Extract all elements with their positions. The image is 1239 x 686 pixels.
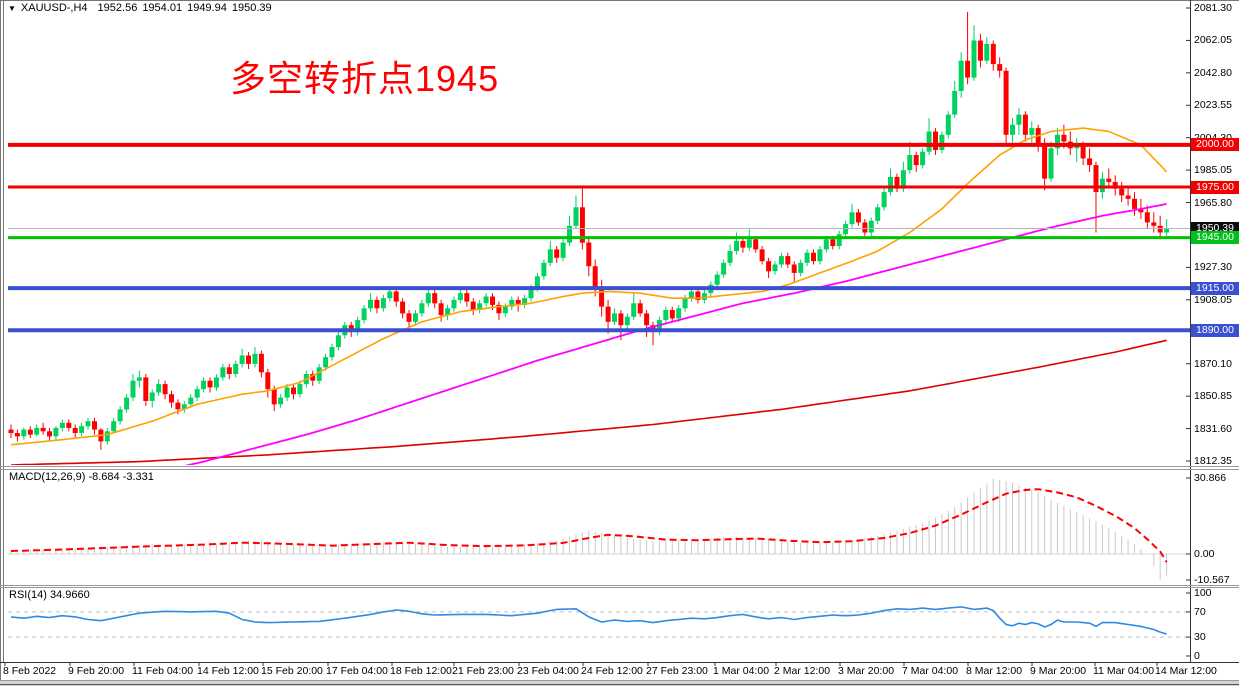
time-axis-label: 21 Feb 23:00 xyxy=(452,665,514,677)
price-axis-label: 2081.30 xyxy=(1194,2,1232,14)
time-axis-label: 11 Feb 04:00 xyxy=(132,665,194,677)
time-axis-label: 7 Mar 04:00 xyxy=(902,665,959,677)
time-axis-label: 14 Mar 12:00 xyxy=(1155,665,1217,677)
quote-close: 1950.39 xyxy=(231,2,272,14)
time-axis-label: 8 Mar 12:00 xyxy=(966,665,1023,677)
symbol-title: XAUUSD-,H4 xyxy=(20,2,88,14)
time-axis-label: 3 Mar 20:00 xyxy=(838,665,895,677)
rsi-axis-label: 0 xyxy=(1194,650,1200,662)
quote-low: 1949.94 xyxy=(187,2,227,14)
time-axis-label: 14 Feb 12:00 xyxy=(197,665,259,677)
rsi-indicator-label: RSI(14) 34.9660 xyxy=(9,589,90,601)
time-axis-label: 11 Mar 04:00 xyxy=(1093,665,1155,677)
macd-indicator-label: MACD(12,26,9) -8.684 -3.331 xyxy=(9,471,154,483)
time-axis-label: 24 Feb 12:00 xyxy=(581,665,643,677)
price-axis-label: 1831.60 xyxy=(1194,422,1232,435)
time-axis-label: 2 Mar 12:00 xyxy=(774,665,831,677)
price-axis-label: 1965.80 xyxy=(1194,196,1232,209)
price-axis-label: 2062.05 xyxy=(1194,34,1232,47)
price-badge-2000-00: 2000.00 xyxy=(1191,138,1239,152)
time-axis-label: 9 Mar 20:00 xyxy=(1030,665,1087,677)
symbol-dropdown-icon[interactable]: ▼ xyxy=(8,4,16,13)
macd-axis-label: 30.866 xyxy=(1194,472,1227,484)
macd-axis-label: 0.00 xyxy=(1194,548,1215,560)
price-badge-1890-00: 1890.00 xyxy=(1191,323,1239,337)
price-axis-label: 1812.35 xyxy=(1194,455,1232,467)
rsi-axis-label: 30 xyxy=(1194,631,1206,644)
rsi-axis-label: 70 xyxy=(1194,605,1206,618)
price-axis-label: 2023.55 xyxy=(1194,99,1232,112)
price-axis-label: 1870.10 xyxy=(1194,357,1232,370)
price-axis-label: 2042.80 xyxy=(1194,66,1232,79)
price-axis-label: 1985.05 xyxy=(1194,164,1232,177)
price-axis-label: 1927.30 xyxy=(1194,261,1232,274)
price-badge-1975-00: 1975.00 xyxy=(1191,180,1239,194)
time-axis-label: 18 Feb 12:00 xyxy=(390,665,452,677)
chart-annotation-text: 多空转折点1945 xyxy=(230,58,500,99)
macd-axis-label: -10.567 xyxy=(1194,574,1230,587)
rsi-axis-label: 100 xyxy=(1194,587,1212,599)
time-axis-label: 8 Feb 2022 xyxy=(3,665,57,677)
chart-header: ▼ XAUUSD-,H4 1952.56 1954.01 1949.94 1950.39 xyxy=(8,2,277,14)
time-axis-label: 1 Mar 04:00 xyxy=(713,665,770,677)
quote-high: 1954.01 xyxy=(142,2,183,14)
price-badge-1915-00: 1915.00 xyxy=(1191,281,1239,295)
time-axis-label: 27 Feb 23:00 xyxy=(646,665,708,677)
time-axis-label: 15 Feb 20:00 xyxy=(261,665,323,677)
time-axis-label: 9 Feb 20:00 xyxy=(68,665,125,677)
price-axis-label: 1908.05 xyxy=(1194,293,1232,306)
quote-open: 1952.56 xyxy=(97,2,138,14)
price-axis-label: 1850.85 xyxy=(1194,390,1232,403)
time-axis-label: 23 Feb 04:00 xyxy=(517,665,579,677)
price-badge-1945-00: 1945.00 xyxy=(1191,231,1239,245)
time-axis-label: 17 Feb 04:00 xyxy=(326,665,388,677)
